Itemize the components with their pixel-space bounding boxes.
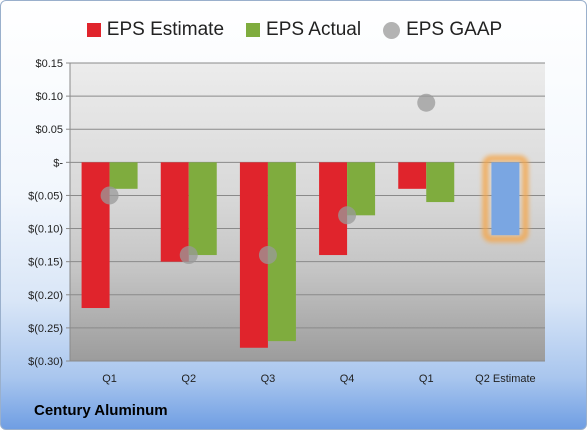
legend-swatch-eps-gaap xyxy=(383,21,401,39)
x-tick-label: Q4 xyxy=(340,373,355,385)
legend-item-eps-gaap: EPS GAAP xyxy=(383,19,502,41)
bar-eps-estimate xyxy=(160,162,189,262)
y-tick-label: $0.15 xyxy=(35,58,63,70)
y-tick-label: $(0.05) xyxy=(28,190,63,202)
y-tick-label: $0.05 xyxy=(35,124,63,136)
x-tick-label: Q2 xyxy=(181,373,196,385)
marker-eps-gaap xyxy=(417,93,436,112)
x-tick-label: Q3 xyxy=(261,373,276,385)
x-tick-label: Q2 Estimate xyxy=(475,373,536,385)
y-tick-label: $(0.20) xyxy=(28,290,63,302)
plot-area xyxy=(70,63,545,361)
bar-eps-actual xyxy=(347,162,376,216)
bar-eps-estimate xyxy=(398,162,427,189)
bar-eps-estimate xyxy=(81,162,110,309)
legend-swatch-eps-actual xyxy=(246,23,261,37)
marker-eps-gaap xyxy=(258,246,277,265)
y-tick-label: $(0.25) xyxy=(28,323,63,335)
marker-eps-gaap xyxy=(179,246,198,265)
x-tick-label: Q1 xyxy=(419,373,434,385)
bar-eps-actual xyxy=(188,162,217,256)
bar-eps-q2-estimate xyxy=(491,162,520,236)
y-tick-label: $(0.30) xyxy=(28,356,63,368)
bar-eps-actual xyxy=(109,162,138,189)
legend-label-eps-gaap: EPS GAAP xyxy=(406,19,503,40)
legend-label-eps-estimate: EPS Estimate xyxy=(106,19,225,40)
legend-item-eps-actual: EPS Actual xyxy=(246,19,361,41)
legend-item-eps-estimate: EPS Estimate xyxy=(86,19,225,41)
x-tick-label: Q1 xyxy=(102,373,117,385)
chart-legend: EPS Estimate EPS Actual EPS GAAP xyxy=(1,13,586,47)
y-tick-label: $- xyxy=(53,157,63,169)
bar-eps-actual xyxy=(426,162,455,203)
marker-eps-gaap xyxy=(100,186,119,205)
company-name: Century Aluminum xyxy=(34,402,168,419)
legend-label-eps-actual: EPS Actual xyxy=(266,19,362,40)
y-tick-label: $(0.10) xyxy=(28,224,63,236)
y-tick-label: $0.10 xyxy=(35,91,63,103)
marker-eps-gaap xyxy=(338,206,357,225)
highlight-glow xyxy=(482,155,529,243)
y-tick-label: $(0.15) xyxy=(28,257,63,269)
legend-swatch-eps-estimate xyxy=(86,23,101,37)
